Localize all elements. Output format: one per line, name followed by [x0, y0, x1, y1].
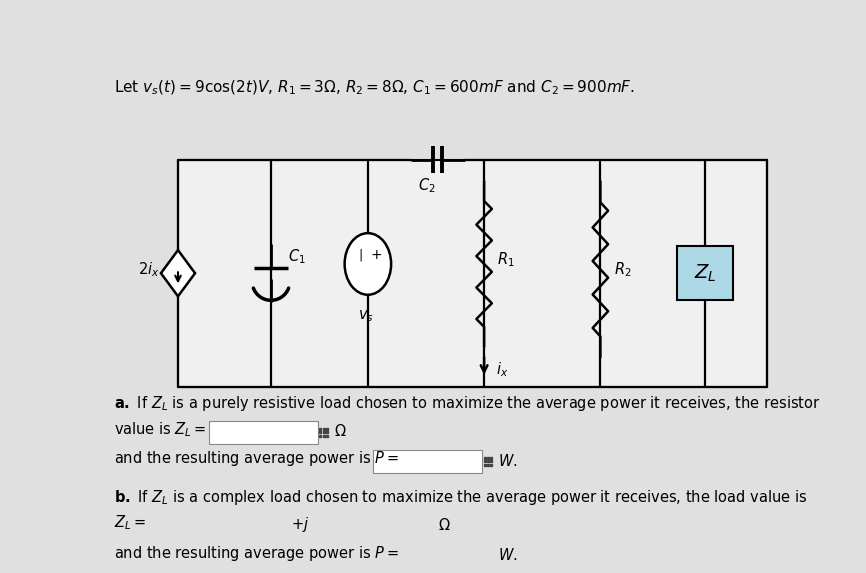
FancyBboxPatch shape: [373, 544, 481, 568]
Text: $R_2$: $R_2$: [613, 260, 631, 278]
Ellipse shape: [345, 233, 391, 295]
Text: value is $Z_L =$: value is $Z_L =$: [114, 420, 207, 438]
Text: $2i_x$: $2i_x$: [138, 260, 159, 278]
Text: $i_x$: $i_x$: [495, 360, 508, 379]
FancyBboxPatch shape: [677, 246, 733, 300]
Text: $v_s$: $v_s$: [359, 309, 374, 324]
FancyBboxPatch shape: [209, 421, 318, 444]
Text: $|$: $|$: [358, 247, 363, 262]
Text: $+$: $+$: [370, 248, 382, 262]
Text: $R_1$: $R_1$: [497, 251, 515, 269]
Text: $C_2$: $C_2$: [418, 176, 436, 195]
Text: Let $v_s(t) = 9\cos(2t)V$, $R_1 = 3\Omega$, $R_2 = 8\Omega$, $C_1 = 600mF$ and $: Let $v_s(t) = 9\cos(2t)V$, $R_1 = 3\Omeg…: [114, 79, 636, 97]
Text: $W.$: $W.$: [498, 453, 518, 469]
FancyBboxPatch shape: [313, 514, 422, 537]
Text: $\Omega$: $\Omega$: [333, 423, 346, 439]
Text: $Z_L$: $Z_L$: [694, 262, 716, 284]
Text: $Z_L =$: $Z_L =$: [114, 513, 146, 532]
Text: $W.$: $W.$: [498, 547, 518, 563]
Text: and the resulting average power is $P =$: and the resulting average power is $P =$: [114, 544, 399, 563]
Text: $\mathbf{a.}$ If $Z_L$ is a purely resistive load chosen to maximize the average: $\mathbf{a.}$ If $Z_L$ is a purely resis…: [114, 394, 821, 414]
Text: and the resulting average power is $P =$: and the resulting average power is $P =$: [114, 449, 399, 468]
FancyBboxPatch shape: [166, 514, 275, 537]
FancyBboxPatch shape: [373, 450, 481, 473]
Text: $\Omega$: $\Omega$: [438, 517, 451, 532]
FancyBboxPatch shape: [178, 160, 767, 387]
Text: $+j$: $+j$: [291, 515, 309, 534]
Text: $C_1$: $C_1$: [288, 247, 306, 266]
Polygon shape: [161, 250, 195, 296]
Text: $\mathbf{b.}$ If $Z_L$ is a complex load chosen to maximize the average power it: $\mathbf{b.}$ If $Z_L$ is a complex load…: [114, 488, 808, 507]
